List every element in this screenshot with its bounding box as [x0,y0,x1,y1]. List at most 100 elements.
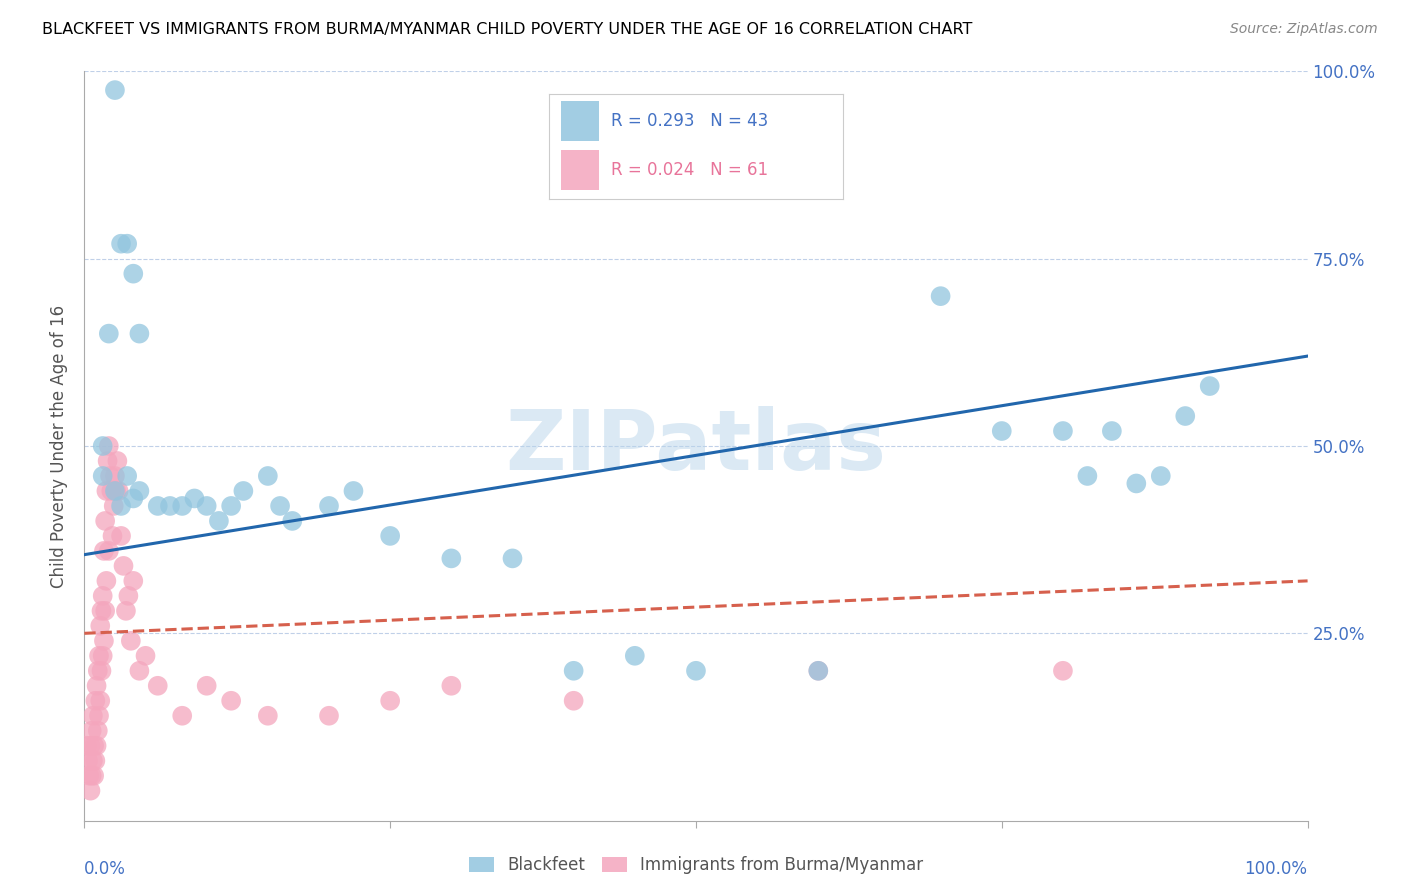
Point [380,529,402,543]
Point [115,236,138,251]
Point [79,783,101,797]
Point [86,739,108,753]
Point [318,708,340,723]
Point [84,694,107,708]
Point [1052,424,1074,438]
Point [219,694,242,708]
Point [128,483,150,498]
Point [110,236,132,251]
Point [98,469,121,483]
Point [94,514,117,528]
Point [1076,469,1098,483]
Point [1101,424,1123,438]
Point [97,544,120,558]
Point [89,619,111,633]
Point [440,551,463,566]
Point [440,679,463,693]
Y-axis label: Child Poverty Under the Age of 16: Child Poverty Under the Age of 16 [49,304,67,588]
Point [146,679,169,693]
Legend: Blackfeet, Immigrants from Burma/Myanmar: Blackfeet, Immigrants from Burma/Myanmar [463,849,929,880]
Point [115,469,138,483]
Point [208,514,231,528]
Point [77,754,100,768]
Point [183,491,205,506]
Point [172,708,194,723]
Point [96,483,118,498]
Point [84,754,107,768]
Point [90,664,112,678]
Point [91,589,114,603]
Text: ZIPatlas: ZIPatlas [506,406,886,486]
Point [112,558,135,573]
Point [105,483,128,498]
Point [257,469,280,483]
Point [1125,476,1147,491]
Point [122,267,145,281]
Text: 0.0%: 0.0% [84,860,127,878]
Point [269,499,291,513]
Point [101,529,124,543]
Point [83,739,105,753]
Point [96,574,118,588]
Point [122,491,145,506]
Point [1198,379,1220,393]
Point [117,589,139,603]
Point [342,483,364,498]
Point [87,664,110,678]
Text: Source: ZipAtlas.com: Source: ZipAtlas.com [1230,22,1378,37]
Point [103,499,125,513]
Point [87,708,110,723]
Point [1150,469,1173,483]
Point [82,708,104,723]
Point [93,544,115,558]
Point [86,679,108,693]
Point [90,604,112,618]
Point [97,439,120,453]
Point [172,499,194,513]
Point [232,483,254,498]
Point [257,708,280,723]
Point [104,469,127,483]
Point [146,499,169,513]
Point [128,326,150,341]
Point [94,604,117,618]
Point [83,769,105,783]
Point [93,633,115,648]
Point [195,499,218,513]
Point [91,648,114,663]
Point [82,754,104,768]
Point [91,469,114,483]
Point [929,289,952,303]
Point [380,694,402,708]
Point [110,529,132,543]
Point [97,454,120,468]
Point [76,739,98,753]
Point [624,648,647,663]
Point [122,574,145,588]
Point [87,723,110,738]
Point [159,499,181,513]
Point [89,694,111,708]
Point [991,424,1014,438]
Text: BLACKFEET VS IMMIGRANTS FROM BURMA/MYANMAR CHILD POVERTY UNDER THE AGE OF 16 COR: BLACKFEET VS IMMIGRANTS FROM BURMA/MYANM… [42,22,973,37]
Text: 100.0%: 100.0% [1244,860,1308,878]
Point [219,499,242,513]
Point [685,664,707,678]
Point [97,326,120,341]
Point [318,499,340,513]
Point [110,499,132,513]
Point [807,664,830,678]
Point [87,648,110,663]
Point [100,483,122,498]
Point [91,439,114,453]
Point [502,551,524,566]
Point [807,664,830,678]
Point [104,83,127,97]
Point [195,679,218,693]
Point [115,604,138,618]
Point [105,454,128,468]
Point [77,769,100,783]
Point [80,723,103,738]
Point [135,648,157,663]
Point [281,514,304,528]
